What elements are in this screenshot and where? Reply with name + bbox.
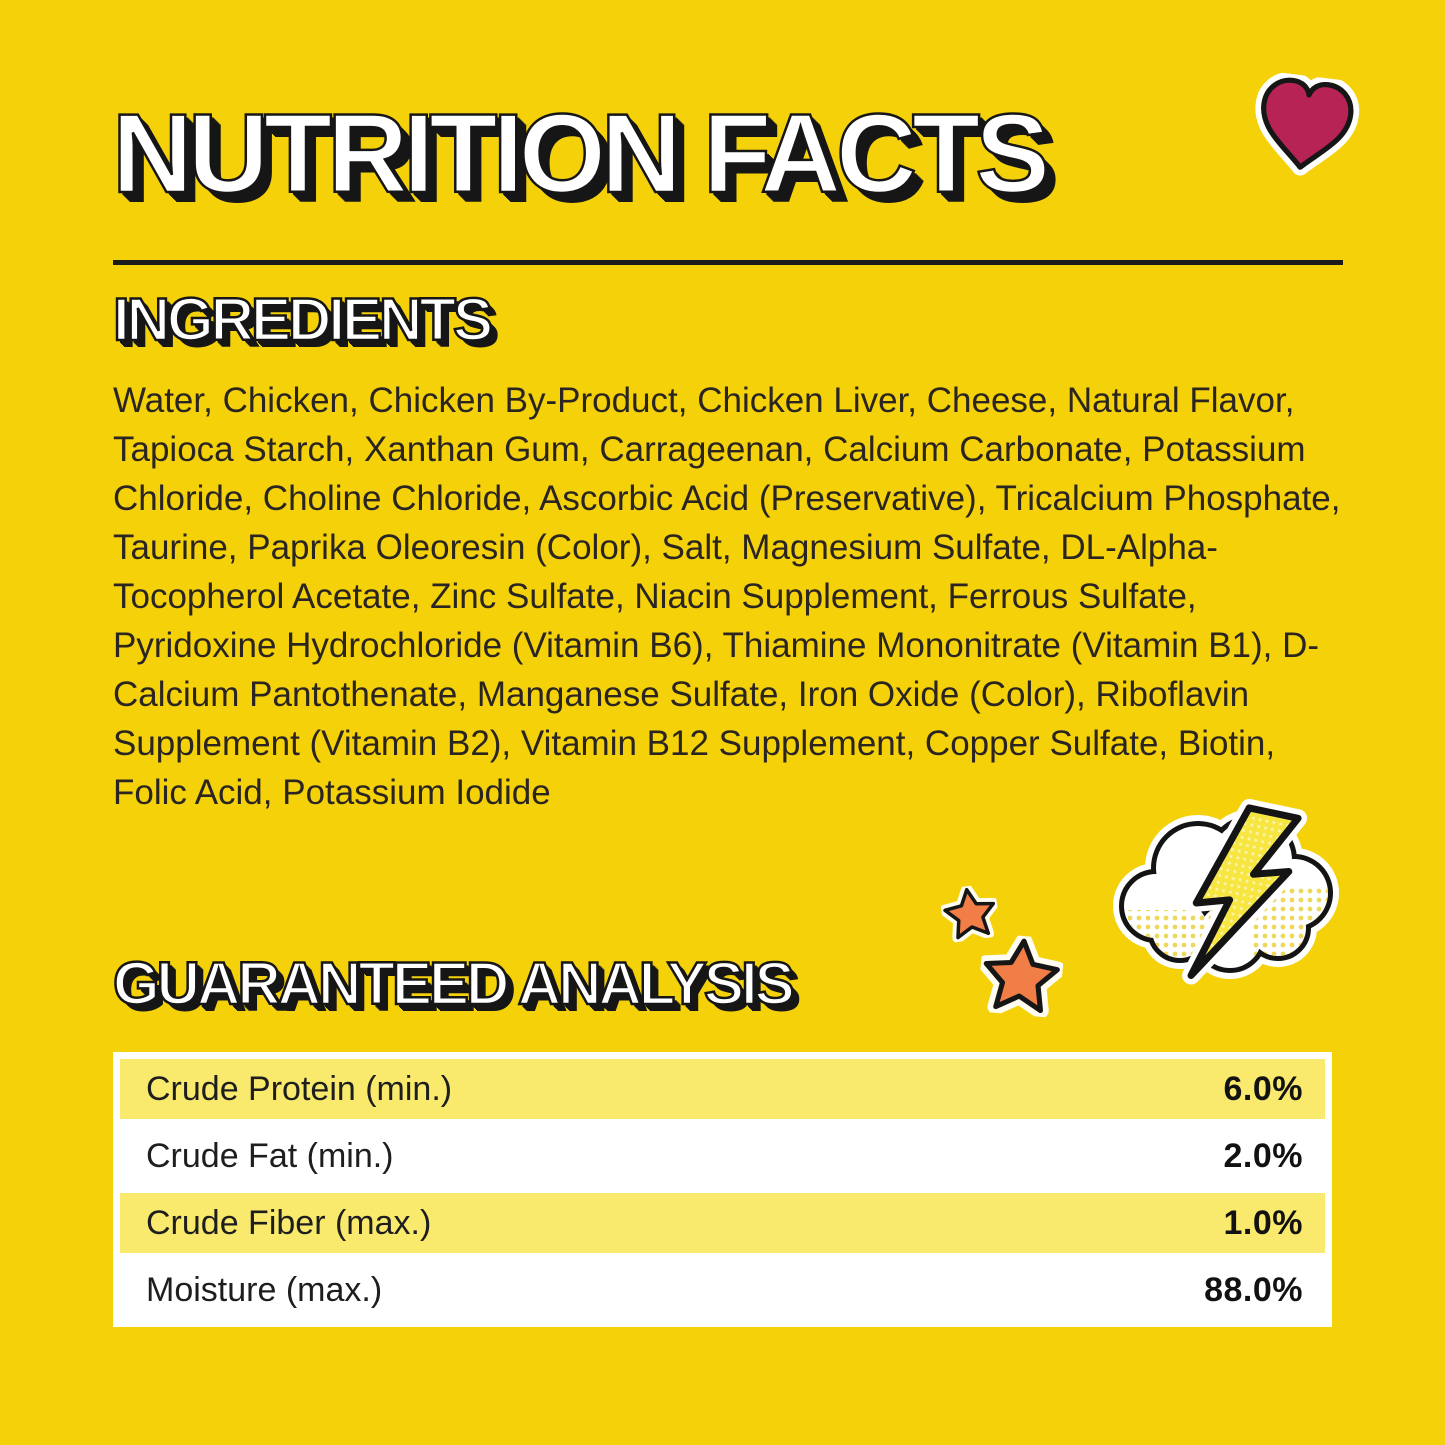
row-value: 2.0%: [1223, 1136, 1303, 1175]
divider-line: [113, 260, 1343, 265]
heart-icon: [1247, 70, 1363, 186]
page-title: NUTRITION FACTS: [111, 91, 1051, 216]
row-label: Moisture (max.): [146, 1270, 383, 1309]
table-row: Crude Fiber (max.) 1.0%: [120, 1193, 1325, 1253]
row-value: 88.0%: [1204, 1270, 1303, 1309]
table-row: Crude Fat (min.) 2.0%: [120, 1126, 1325, 1186]
row-label: Crude Protein (min.): [146, 1069, 453, 1108]
ingredients-text: Water, Chicken, Chicken By-Product, Chic…: [113, 381, 1341, 812]
guaranteed-analysis-table: Crude Protein (min.) 6.0% Crude Fat (min…: [113, 1052, 1332, 1327]
row-value: 6.0%: [1223, 1069, 1303, 1108]
row-label: Crude Fat (min.): [146, 1136, 394, 1175]
storm-cloud-lightning-icon: [1100, 798, 1345, 1023]
ingredients-heading: INGREDIENTS: [112, 286, 495, 353]
table-row: Crude Protein (min.) 6.0%: [120, 1059, 1325, 1119]
row-value: 1.0%: [1223, 1203, 1303, 1242]
table-row: Moisture (max.) 88.0%: [120, 1260, 1325, 1320]
guaranteed-analysis-heading: GUARANTEED ANALYSIS: [112, 950, 796, 1017]
star-icon: [977, 932, 1066, 1019]
star-icon: [939, 882, 1002, 944]
row-label: Crude Fiber (max.): [146, 1203, 432, 1242]
